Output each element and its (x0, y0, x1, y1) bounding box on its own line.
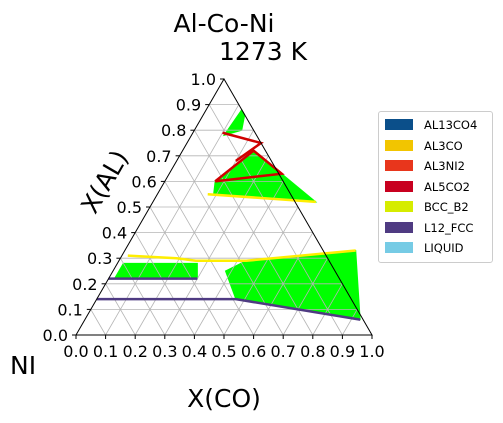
grid-line-co (105, 104, 240, 336)
legend-swatch (385, 160, 413, 171)
x-tick-label: 0.9 (330, 342, 355, 361)
x-tick-label: 0.6 (241, 342, 266, 361)
y-tick-label: 1.0 (191, 70, 216, 89)
y-tick-label: 0.6 (131, 172, 156, 191)
y-tick-label: 0.8 (161, 121, 186, 140)
legend-label: AL3CO (424, 138, 463, 153)
y-tick-label: 0.0 (43, 326, 68, 345)
phase-region (113, 262, 198, 280)
y-tick-label: 0.4 (102, 224, 127, 243)
grid-line-ni (90, 309, 106, 336)
x-tick-label: 0.4 (182, 342, 207, 361)
x-tick-label: 0.0 (63, 342, 88, 361)
legend-swatch (385, 201, 413, 212)
legend-label: AL5CO2 (424, 179, 470, 194)
legend-swatch (385, 221, 413, 233)
y-tick-label: 0.1 (57, 300, 82, 319)
grid-line-ni (120, 257, 166, 336)
legend-swatch (385, 119, 413, 130)
chart-title: Al-Co-Ni (174, 9, 275, 38)
phase-boundary (214, 149, 285, 183)
x-tick-label: 0.7 (270, 342, 295, 361)
grid-line-ni (134, 232, 195, 336)
x-tick-label: 0.2 (122, 342, 147, 361)
phase-boundary (96, 297, 361, 321)
legend-label: LIQUID (424, 241, 464, 255)
phase-boundary (127, 249, 356, 263)
legend-label: AL13CO4 (424, 118, 478, 132)
x-tick-label: 1.0 (359, 342, 384, 361)
grid-line-ni (208, 104, 343, 336)
grid-line-ni (105, 283, 136, 336)
legend-swatch (385, 180, 413, 192)
x-tick-label: 0.3 (152, 342, 177, 361)
x-tick-label: 0.5 (211, 342, 236, 361)
y-tick-label: 0.7 (146, 147, 171, 166)
y-tick-label: 0.3 (87, 249, 112, 268)
grid-line-ni (164, 181, 254, 336)
grid-line-co (164, 155, 269, 336)
legend-label: AL3NI2 (424, 159, 465, 173)
legend: AL13CO4 AL3CO AL3NI2 AL5CO2 BCC_B2 L12_FCC LIQ… (378, 111, 493, 263)
phase-region (222, 108, 246, 137)
grid-line-co (342, 309, 358, 336)
tick-labels: 0.00.00.10.10.20.20.30.30.40.40.50.50.60… (43, 70, 385, 361)
legend-swatch (385, 242, 413, 253)
y-tick-label: 0.5 (117, 198, 142, 217)
gridlines (90, 104, 358, 336)
grid-line-ni (194, 129, 314, 336)
y-tick-label: 0.2 (72, 275, 97, 294)
grid-line-co (223, 206, 299, 336)
grid-line-co (282, 257, 328, 336)
phase-boundary (207, 192, 316, 204)
legend-swatch (385, 139, 413, 151)
phase-boundaries (96, 131, 361, 321)
grid-line-ni (149, 206, 225, 336)
phase-regions (113, 108, 361, 321)
x-tick-label: 0.1 (93, 342, 118, 361)
y-tick-label: 0.9 (176, 96, 201, 115)
legend-label: L12_FCC (424, 220, 474, 235)
chart-subtitle: 1273 K (219, 37, 308, 66)
x-tick-label: 0.8 (300, 342, 325, 361)
x-axis-label: X(CO) (187, 384, 261, 413)
legend-label: BCC_B2 (424, 200, 469, 214)
corner-label-ni: NI (10, 351, 36, 380)
